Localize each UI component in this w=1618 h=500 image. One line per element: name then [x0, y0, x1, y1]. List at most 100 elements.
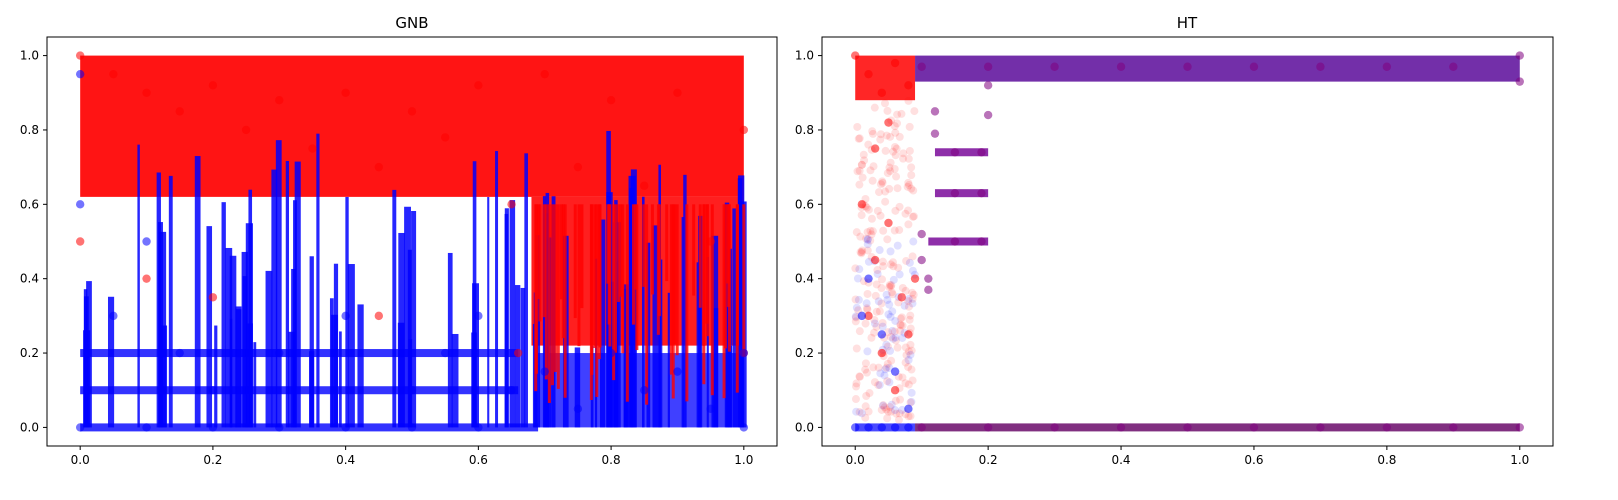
ht-faint-red-point — [896, 395, 905, 404]
ht-faint-red-point — [906, 311, 915, 320]
ht-faint-red-point — [893, 110, 902, 119]
ht-faint-red-point — [870, 315, 879, 324]
gnb-red-streak — [645, 204, 649, 405]
ht-faint-red-point — [888, 258, 897, 267]
gnb-series-1-point — [573, 404, 583, 414]
ht-faint-red-point — [858, 246, 867, 255]
gnb-blue-band — [80, 423, 539, 432]
gnb-series-1-point — [474, 311, 483, 321]
gnb-blue-streak — [288, 331, 295, 428]
ht-faint-red-point — [879, 401, 888, 410]
gnb-blue-streak — [738, 175, 745, 428]
gnb-series-0-point — [440, 133, 450, 142]
gnb-blue-streak — [235, 309, 242, 428]
ht-series-0-point — [884, 118, 893, 127]
ht-faint-red-point — [904, 96, 913, 105]
gnb-red-streak — [589, 204, 593, 400]
ht-faint-red-point — [907, 365, 916, 374]
ht-series-0-point — [904, 330, 913, 339]
gnb-red-streak — [625, 204, 629, 402]
ht-faint-red-point — [891, 142, 900, 151]
gnb-blue-streak — [509, 200, 516, 428]
ht-faint-red-point — [883, 235, 892, 244]
ht-faint-red-point — [865, 389, 874, 398]
ht-faint-blue-point — [889, 334, 898, 343]
ht-faint-red-point — [878, 318, 887, 327]
ht-faint-red-point — [854, 134, 863, 143]
ht-faint-red-point — [888, 290, 897, 299]
ht-faint-red-point — [902, 351, 911, 360]
ht-faint-red-point — [857, 160, 866, 169]
ht-faint-red-point — [896, 320, 905, 329]
ht-faint-red-point — [866, 166, 875, 175]
ht-faint-red-point — [861, 319, 870, 328]
ht-faint-blue-point — [891, 316, 900, 325]
ht-faint-blue-point — [882, 290, 891, 299]
gnb-blue-streak — [681, 217, 684, 428]
gnb-blue-streak — [194, 156, 201, 428]
ht-faint-red-point — [871, 291, 880, 300]
ht-faint-red-point — [874, 363, 883, 372]
ht-series-1-point — [864, 274, 873, 283]
gnb-red-streak — [635, 204, 639, 351]
ht-faint-red-point — [904, 363, 913, 372]
ht-faint-red-point — [877, 299, 886, 308]
ht-series-2-point — [1515, 77, 1524, 86]
ht-series-2-point — [1382, 423, 1392, 432]
gnb-blue-streak — [168, 175, 173, 428]
ht-faint-red-point — [895, 226, 904, 235]
ht-faint-red-point — [901, 209, 910, 218]
ht-purple-top-band — [915, 55, 1520, 82]
ht-faint-red-point — [868, 127, 877, 136]
gnb-points — [75, 51, 749, 432]
gnb-blue-streak — [706, 256, 709, 428]
gnb-blue-streak — [487, 197, 490, 428]
gnb-blue-streak — [347, 264, 355, 428]
ht-faint-blue-point — [893, 241, 902, 250]
ht-purple-segment — [934, 148, 989, 157]
ht-faint-red-point — [873, 266, 882, 275]
ht-faint-red-point — [890, 226, 899, 235]
ht-faint-red-point — [905, 315, 914, 324]
gnb-x-tick-label: 0.4 — [336, 453, 355, 467]
gnb-blue-streak — [357, 304, 364, 428]
ht-faint-red-point — [861, 413, 870, 422]
ht-faint-red-point — [867, 333, 876, 342]
gnb-blue-streak — [160, 325, 168, 428]
ht-faint-red-point — [876, 211, 885, 220]
ht-faint-red-point — [873, 206, 882, 215]
ht-faint-blue-point — [889, 275, 898, 284]
ht-faint-red-point — [882, 363, 891, 372]
ht-y-tick-label: 0.4 — [795, 272, 814, 286]
ht-faint-red-point — [886, 167, 895, 176]
gnb-blue-streak — [309, 256, 314, 428]
ht-faint-red-point — [887, 333, 896, 342]
ht-faint-blue-point — [891, 333, 900, 342]
ht-faint-red-point — [896, 326, 905, 335]
gnb-series-1-point — [109, 311, 118, 321]
ht-series-2-point — [930, 107, 940, 116]
ht-faint-blue-point — [863, 347, 872, 356]
ht-faint-red-point — [894, 415, 903, 424]
gnb-blue-streak — [408, 339, 413, 428]
gnb-density-layer — [80, 55, 747, 432]
gnb-blue-streak — [613, 222, 621, 428]
ht-series-0-point — [857, 200, 867, 209]
ht-faint-red-point — [903, 182, 912, 191]
ht-faint-red-point — [874, 381, 883, 390]
ht-faint-red-point — [858, 173, 867, 182]
ht-series-2-point — [983, 62, 993, 71]
ht-faint-red-point — [880, 403, 889, 412]
ht-series-2-point — [1183, 423, 1192, 432]
ht-faint-blue-point — [863, 235, 872, 244]
gnb-red-streak — [593, 204, 597, 348]
ht-faint-blue-point — [907, 388, 916, 397]
ht-faint-red-point — [863, 305, 872, 314]
gnb-blue-streak — [641, 196, 645, 428]
gnb-blue-streak — [711, 235, 719, 428]
ht-faint-blue-point — [875, 246, 884, 255]
ht-faint-red-point — [866, 236, 875, 245]
ht-series-2-point — [924, 274, 933, 283]
ht-faint-red-point — [901, 286, 910, 295]
gnb-blue-streak — [294, 161, 301, 428]
